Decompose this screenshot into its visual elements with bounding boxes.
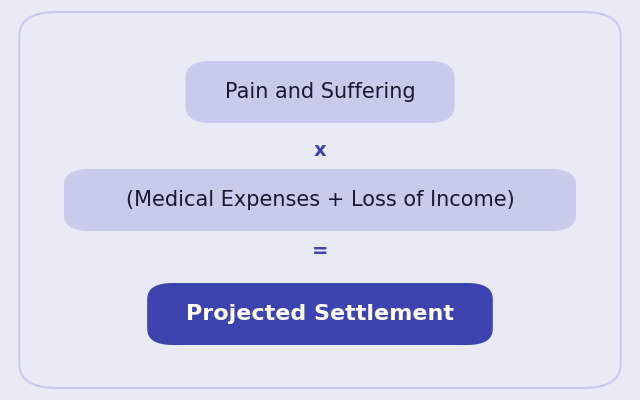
FancyBboxPatch shape: [147, 283, 493, 345]
FancyBboxPatch shape: [64, 169, 576, 231]
Text: x: x: [314, 140, 326, 160]
Text: (Medical Expenses + Loss of Income): (Medical Expenses + Loss of Income): [125, 190, 515, 210]
FancyBboxPatch shape: [186, 61, 454, 123]
Text: Projected Settlement: Projected Settlement: [186, 304, 454, 324]
FancyBboxPatch shape: [19, 12, 621, 388]
Text: =: =: [312, 242, 328, 262]
Text: Pain and Suffering: Pain and Suffering: [225, 82, 415, 102]
